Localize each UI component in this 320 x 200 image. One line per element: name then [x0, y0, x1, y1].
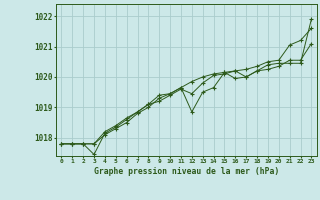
X-axis label: Graphe pression niveau de la mer (hPa): Graphe pression niveau de la mer (hPa): [94, 167, 279, 176]
